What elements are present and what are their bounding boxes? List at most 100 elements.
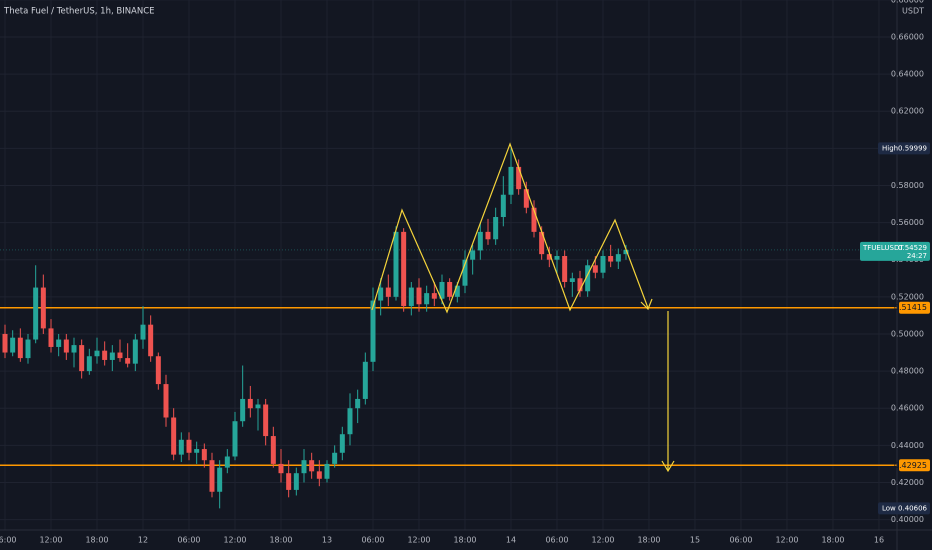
candle-body xyxy=(240,398,246,422)
candle-body xyxy=(33,287,39,340)
candle-body xyxy=(577,278,583,292)
x-tick-label: 18:00 xyxy=(637,536,660,545)
candle-body xyxy=(247,398,253,409)
candle-body xyxy=(125,358,131,364)
candle-body xyxy=(25,339,31,359)
candle-body xyxy=(401,231,407,307)
candle-body xyxy=(102,350,108,360)
x-tick-label: 06:00 xyxy=(0,536,17,545)
candle-body xyxy=(2,333,8,353)
y-tick-label: 0.62000 xyxy=(891,107,924,116)
candle-body xyxy=(155,356,161,385)
candle-body xyxy=(470,250,476,260)
candle-body xyxy=(201,449,207,461)
candle-body xyxy=(408,287,414,307)
candle-body xyxy=(485,231,491,240)
candle-body xyxy=(554,255,560,260)
x-tick-label: 12:00 xyxy=(39,536,62,545)
candle-body xyxy=(600,255,606,273)
candle-body xyxy=(232,421,238,457)
candle-body xyxy=(462,259,468,286)
y-tick-label: 0.52000 xyxy=(891,292,924,301)
price-label: 0.51415 xyxy=(894,303,927,312)
x-tick-label: 13 xyxy=(322,536,332,545)
price-label: 0.42925 xyxy=(894,461,927,470)
candle-body xyxy=(109,352,115,360)
candle-body xyxy=(370,300,376,362)
candle-body xyxy=(516,166,522,190)
candle-body xyxy=(585,265,591,292)
candle-body xyxy=(71,345,77,353)
candle-body xyxy=(592,265,598,273)
x-tick-label: 06:00 xyxy=(177,536,200,545)
pattern-drawing xyxy=(371,142,675,473)
price-label-box xyxy=(899,459,930,472)
candle-body xyxy=(324,463,330,479)
candle-body xyxy=(56,339,62,347)
y-tick-label: 0.40000 xyxy=(891,515,924,524)
x-tick-label: 18:00 xyxy=(821,536,844,545)
candle-body xyxy=(615,254,621,262)
high-value-label: 0.59999 xyxy=(898,144,927,152)
y-tick-label: 0.64000 xyxy=(891,70,924,79)
candle-body xyxy=(163,384,169,418)
candle-body xyxy=(546,254,552,260)
candle-body xyxy=(86,356,92,372)
candle-body xyxy=(508,166,514,195)
candle-body xyxy=(347,408,353,435)
high-label-box xyxy=(878,142,930,155)
arrow-head xyxy=(640,298,653,311)
y-tick-label: 0.56000 xyxy=(891,218,924,227)
candle-body xyxy=(140,324,146,340)
candles xyxy=(2,148,629,509)
candle-body xyxy=(293,473,299,490)
candle-body xyxy=(17,337,23,359)
candle-body xyxy=(301,460,307,474)
x-tick-label: 14 xyxy=(506,536,516,545)
head-shoulders-line xyxy=(371,142,649,314)
candle-body xyxy=(148,324,154,357)
high-label: High xyxy=(882,144,898,152)
candle-body xyxy=(224,456,230,468)
candle-body xyxy=(255,404,261,409)
candle-body xyxy=(332,452,338,464)
x-tick-label: 12:00 xyxy=(591,536,614,545)
x-tick-label: 06:00 xyxy=(361,536,384,545)
candle-body xyxy=(270,436,276,464)
candle-body xyxy=(40,287,46,329)
candle-body xyxy=(454,285,460,297)
x-tick-label: 06:00 xyxy=(729,536,752,545)
candle-body xyxy=(385,287,391,297)
candle-body xyxy=(523,189,529,208)
x-tick-label: 12:00 xyxy=(223,536,246,545)
candle-body xyxy=(117,352,123,359)
candle-body xyxy=(171,417,177,455)
candle-body xyxy=(539,231,545,255)
candle-body xyxy=(63,339,69,353)
candle-body xyxy=(416,287,422,305)
candle-body xyxy=(194,449,200,453)
candle-body xyxy=(531,207,537,232)
price-label-box xyxy=(899,301,930,314)
candle-body xyxy=(132,339,138,364)
chart-title: Theta Fuel / TetherUS, 1h, BINANCE xyxy=(3,7,155,17)
candle-body xyxy=(378,287,384,301)
candle-body xyxy=(477,231,483,251)
candle-body xyxy=(217,467,223,492)
x-tick-label: 12 xyxy=(138,536,148,545)
candle-body xyxy=(431,293,437,299)
last-price-label: 0.54529 xyxy=(898,244,927,252)
candle-body xyxy=(623,249,629,255)
candle-body xyxy=(562,255,568,282)
y-tick-label: 0.42000 xyxy=(891,478,924,487)
candle-body xyxy=(447,281,453,297)
y-tick-label: 0.68000 xyxy=(891,0,924,4)
low-label-box xyxy=(878,502,930,515)
candle-body xyxy=(439,281,445,299)
candle-body xyxy=(263,404,269,437)
candle-body xyxy=(355,398,361,409)
candle-body xyxy=(362,361,368,399)
candle-body xyxy=(186,439,192,453)
